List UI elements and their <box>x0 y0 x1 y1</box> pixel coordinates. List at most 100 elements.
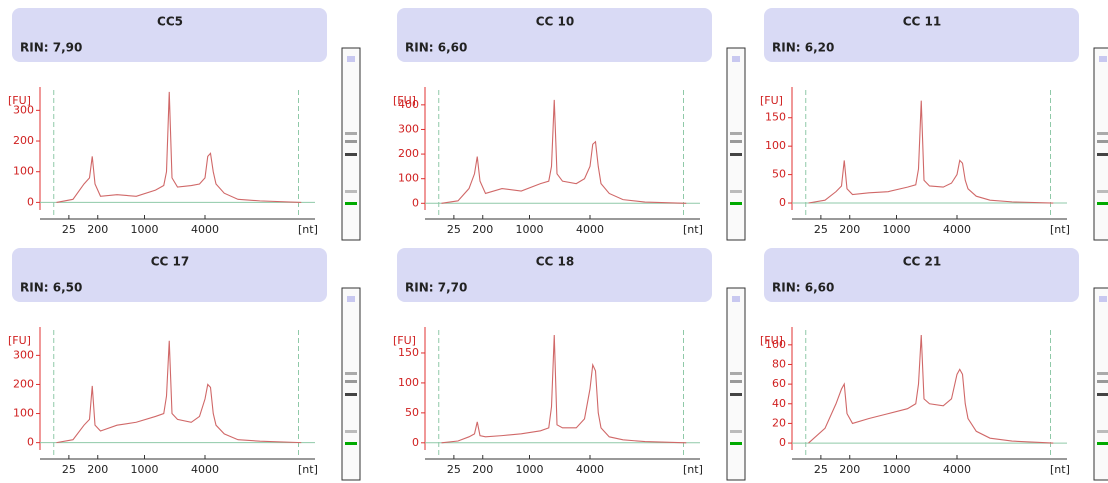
gel-well <box>732 56 740 62</box>
gel-band <box>1097 380 1108 383</box>
y-tick-label: 0 <box>779 436 786 449</box>
y-tick-label: 200 <box>13 134 34 147</box>
x-tick-label: 1000 <box>131 463 159 476</box>
x-tick-label: 25 <box>447 463 461 476</box>
gel-well <box>347 56 355 62</box>
gel-band <box>345 442 357 445</box>
rin-label: RIN: 6,60 <box>772 281 834 295</box>
panel-title: CC 11 <box>903 15 942 29</box>
gel-band <box>345 140 357 143</box>
x-tick-label: 1000 <box>883 463 911 476</box>
y-tick-label: 150 <box>765 111 786 124</box>
gel-band <box>345 153 357 156</box>
y-tick-label: 0 <box>27 195 34 208</box>
rin-label: RIN: 6,50 <box>20 281 82 295</box>
trace <box>442 100 687 203</box>
gel-band <box>1097 140 1108 143</box>
x-tick-label: 25 <box>62 463 76 476</box>
y-tick-label: 100 <box>398 376 419 389</box>
gel-band <box>1097 372 1108 375</box>
gel-band <box>730 380 742 383</box>
gel-band <box>1097 393 1108 396</box>
x-tick-label: 4000 <box>943 463 971 476</box>
gel-band <box>730 442 742 445</box>
y-tick-label: 50 <box>405 406 419 419</box>
x-tick-label: 200 <box>839 463 860 476</box>
x-tick-label: 200 <box>87 223 108 236</box>
gel-band <box>345 132 357 135</box>
y-tick-label: 40 <box>772 397 786 410</box>
panel-title: CC 17 <box>151 255 190 269</box>
trace <box>809 101 1054 203</box>
figure: CC5RIN: 7,90[FU][nt]01002003002520010004… <box>0 0 1108 483</box>
gel-band <box>730 140 742 143</box>
y-tick-label: 150 <box>398 346 419 359</box>
gel-band <box>345 430 357 433</box>
y-tick-label: 200 <box>13 377 34 390</box>
x-axis-label: [nt] <box>683 463 703 476</box>
y-tick-label: 20 <box>772 416 786 429</box>
panel-title: CC5 <box>157 15 183 29</box>
y-tick-label: 0 <box>412 436 419 449</box>
gel-lane <box>342 288 360 480</box>
gel-band <box>1097 202 1108 205</box>
x-tick-label: 1000 <box>516 463 544 476</box>
x-tick-label: 4000 <box>943 223 971 236</box>
x-tick-label: 25 <box>62 223 76 236</box>
y-tick-label: 400 <box>398 98 419 111</box>
panel-title: CC 21 <box>903 255 942 269</box>
y-tick-label: 0 <box>412 196 419 209</box>
y-tick-label: 300 <box>398 122 419 135</box>
trace <box>57 341 302 443</box>
gel-band <box>730 393 742 396</box>
y-tick-label: 300 <box>13 103 34 116</box>
x-tick-label: 25 <box>814 463 828 476</box>
x-tick-label: 200 <box>472 463 493 476</box>
gel-band <box>345 372 357 375</box>
y-tick-label: 100 <box>13 407 34 420</box>
y-tick-label: 100 <box>13 165 34 178</box>
y-tick-label: 0 <box>27 436 34 449</box>
y-tick-label: 200 <box>398 147 419 160</box>
trace <box>809 335 1054 443</box>
trace <box>442 335 687 443</box>
x-tick-label: 200 <box>87 463 108 476</box>
y-tick-label: 100 <box>765 139 786 152</box>
x-tick-label: 25 <box>814 223 828 236</box>
x-axis-label: [nt] <box>298 223 318 236</box>
y-axis-label: [FU] <box>8 334 31 347</box>
gel-band <box>1097 190 1108 193</box>
gel-band <box>1097 132 1108 135</box>
y-tick-label: 100 <box>765 338 786 351</box>
gel-band <box>345 190 357 193</box>
gel-lane <box>727 48 745 240</box>
gel-band <box>730 202 742 205</box>
gel-band <box>1097 430 1108 433</box>
rin-label: RIN: 7,70 <box>405 281 467 295</box>
y-tick-label: 50 <box>772 168 786 181</box>
y-tick-label: 60 <box>772 377 786 390</box>
x-tick-label: 1000 <box>516 223 544 236</box>
y-axis-label: [FU] <box>760 94 783 107</box>
x-axis-label: [nt] <box>683 223 703 236</box>
x-axis-label: [nt] <box>298 463 318 476</box>
gel-band <box>345 380 357 383</box>
panel-title: CC 18 <box>536 255 575 269</box>
y-tick-label: 0 <box>779 196 786 209</box>
panel-title: CC 10 <box>536 15 575 29</box>
gel-band <box>345 202 357 205</box>
rin-label: RIN: 6,60 <box>405 41 467 55</box>
gel-well <box>1099 56 1107 62</box>
gel-lane <box>727 288 745 480</box>
gel-band <box>730 132 742 135</box>
gel-band <box>730 372 742 375</box>
gel-band <box>1097 153 1108 156</box>
y-tick-label: 80 <box>772 357 786 370</box>
x-tick-label: 4000 <box>576 223 604 236</box>
x-tick-label: 200 <box>839 223 860 236</box>
x-axis-label: [nt] <box>1050 223 1070 236</box>
